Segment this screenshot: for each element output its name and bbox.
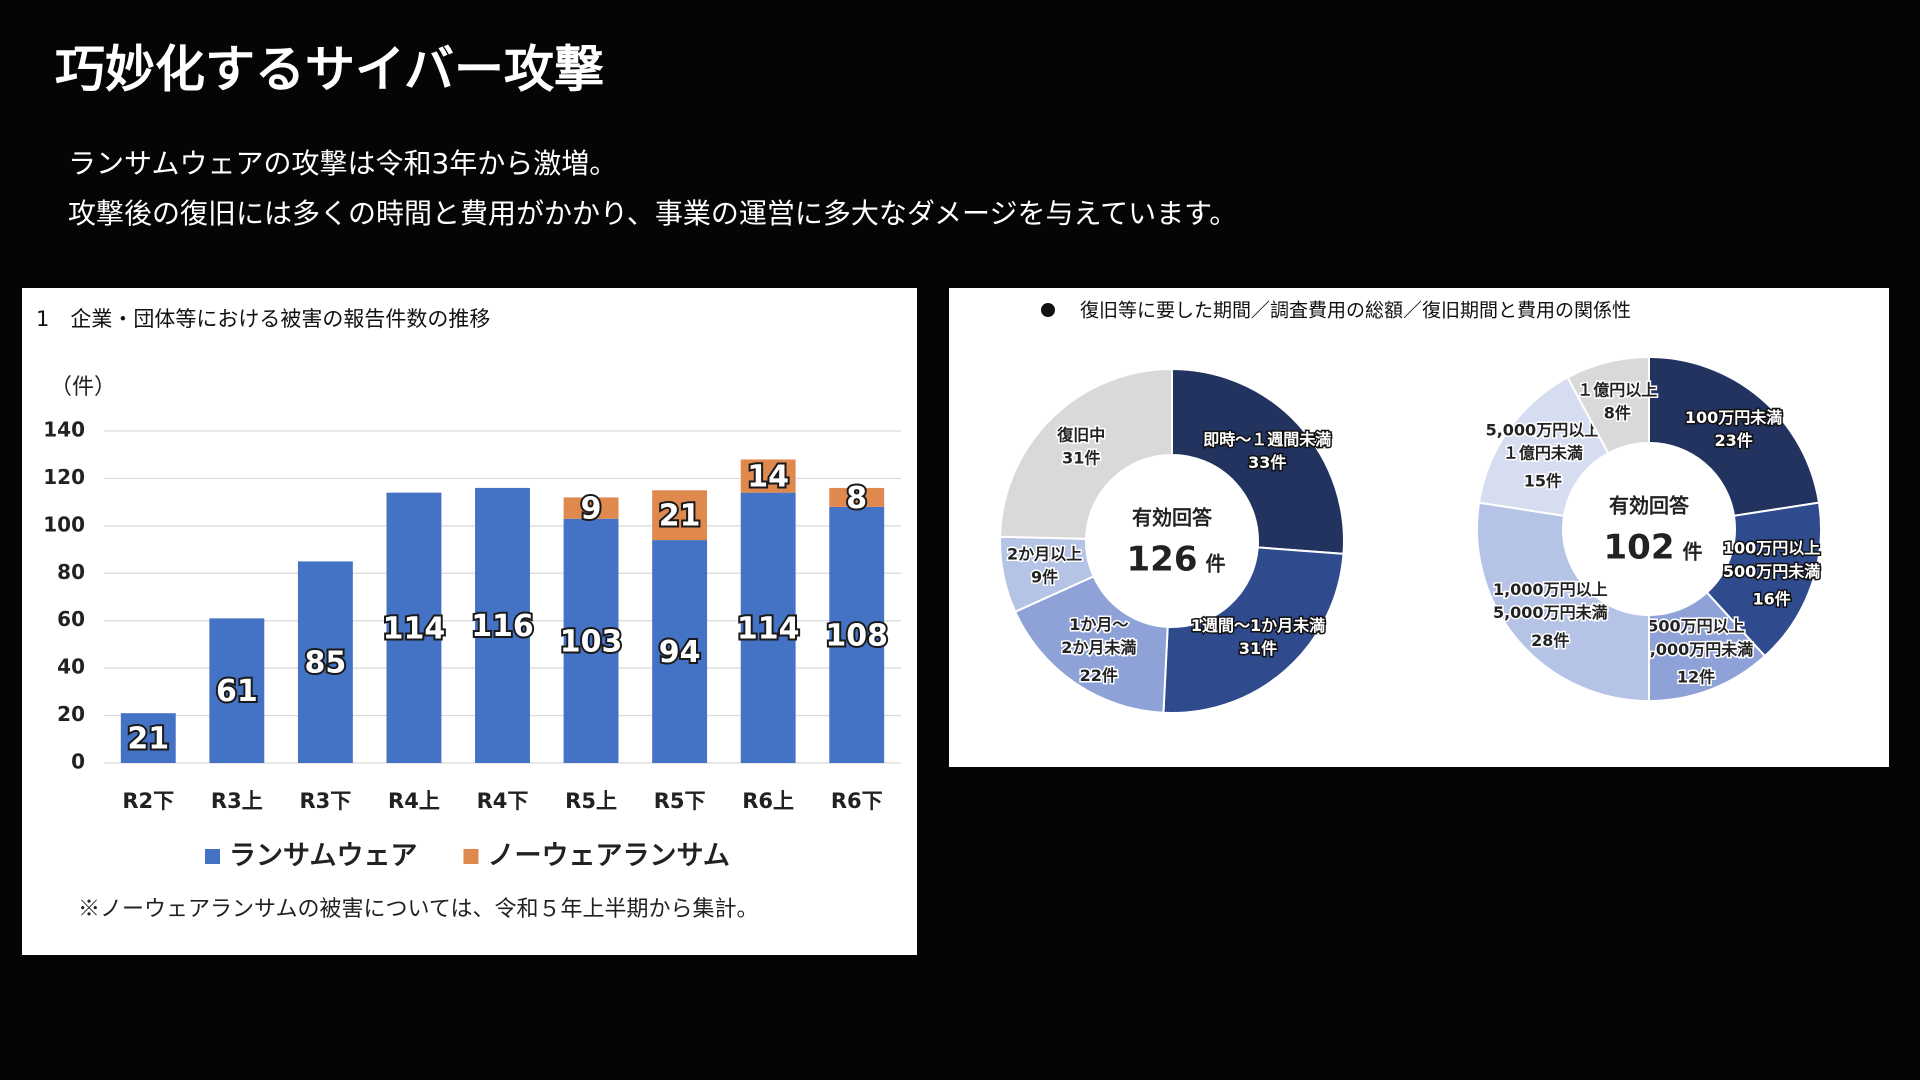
- slice-value: 23件: [1714, 431, 1752, 450]
- donut-slice: [1013, 575, 1169, 714]
- bar-segment: [740, 459, 796, 493]
- x-tick-label: R2下: [122, 789, 174, 813]
- chart-note: ※ノーウェアランサムの被害については、令和５年上半期から集計。: [78, 897, 758, 922]
- chart-title: 1 企業・団体等における被害の報告件数の推移: [36, 307, 490, 331]
- data-label: 114: [383, 611, 446, 646]
- donut-slice: [999, 367, 1173, 540]
- donut-slice: [1705, 501, 1822, 658]
- data-label: 103: [560, 624, 623, 659]
- slice-value: 31件: [1062, 448, 1100, 467]
- x-tick-label: R3下: [299, 789, 351, 813]
- slice-label: １億円以上: [1577, 380, 1657, 399]
- legend-swatch: [463, 849, 479, 864]
- bar-segment: [120, 713, 176, 763]
- center-total: 102: [1604, 528, 1675, 568]
- center-unit: 件: [1682, 540, 1702, 564]
- slice-value: 8件: [1604, 403, 1631, 422]
- center-label: 有効回答: [1609, 494, 1690, 518]
- center-unit: 件: [1205, 552, 1225, 576]
- bullet: [1041, 303, 1055, 317]
- y-tick-label: 20: [57, 702, 85, 726]
- center-total: 126: [1127, 540, 1198, 580]
- slice-value: 31件: [1239, 639, 1277, 658]
- data-label: 8: [846, 481, 867, 516]
- bar-segment: [563, 518, 619, 763]
- legend-label: ランサムウェア: [229, 841, 417, 872]
- bar-segment: [475, 487, 530, 763]
- x-tick-label: R3上: [211, 789, 263, 813]
- slice-label: 5,000万円以上１億円未満: [1486, 420, 1601, 462]
- y-tick-label: 100: [43, 512, 85, 536]
- slice-label: 100万円未満: [1685, 408, 1782, 427]
- bar-segment: [740, 492, 796, 763]
- data-label: 9: [581, 492, 602, 527]
- bar-segment: [652, 540, 708, 763]
- x-tick-label: R4下: [477, 789, 529, 813]
- bar-segment: [829, 487, 885, 507]
- data-label: 116: [471, 609, 534, 644]
- slice-value: 33件: [1248, 453, 1286, 472]
- y-tick-label: 80: [57, 560, 85, 584]
- donut-slice: [1566, 355, 1650, 455]
- slice-value: 28件: [1531, 631, 1569, 650]
- bar-segment: [563, 497, 619, 519]
- slide-title: 巧妙化するサイバー攻撃: [55, 41, 604, 99]
- data-label: 108: [825, 618, 888, 653]
- y-axis-label: （件）: [50, 375, 116, 400]
- bar-segment: [652, 490, 708, 541]
- donut-slice: [1648, 355, 1821, 517]
- bar-segment: [829, 506, 885, 763]
- donut-slice: [1162, 546, 1345, 714]
- bar-segment: [386, 492, 442, 763]
- lead-text: 攻撃後の復旧には多くの時間と費用がかかり、事業の運営に多大なダメージを与えていま…: [68, 197, 1237, 230]
- slice-value: 12件: [1677, 668, 1715, 687]
- slice-label: 1,000万円以上 5,000万円未満: [1493, 579, 1608, 621]
- slice-value: 9件: [1031, 567, 1058, 586]
- donut-slice: [1171, 367, 1345, 555]
- data-label: 114: [737, 611, 800, 646]
- y-tick-label: 40: [57, 655, 85, 679]
- center-label: 有効回答: [1132, 506, 1213, 530]
- data-label: 14: [747, 460, 789, 495]
- slice-label: 復旧中: [1056, 425, 1105, 444]
- y-tick-label: 140: [43, 418, 85, 442]
- slice-label: 即時～１週間未満: [1203, 430, 1331, 449]
- legend-swatch: [205, 849, 220, 864]
- panel-title: 復旧等に要した期間／調査費用の総額／復旧期間と費用の関係性: [1080, 300, 1631, 322]
- slice-label: 1週間～1か月未満: [1191, 616, 1325, 635]
- bar-segment: [297, 561, 353, 763]
- data-label: 61: [216, 674, 258, 709]
- slice-label: 1か月～ 2か月未満: [1061, 614, 1136, 656]
- data-label: 21: [127, 722, 169, 757]
- x-tick-label: R6上: [742, 789, 794, 813]
- slice-value: 22件: [1080, 666, 1118, 685]
- slice-value: 16件: [1752, 590, 1790, 609]
- lead-text: ランサムウェアの攻撃は令和3年から激増。: [68, 147, 617, 180]
- legend-label: ノーウェアランサム: [487, 841, 729, 872]
- x-tick-label: R5上: [565, 789, 617, 813]
- donut-slice: [1476, 501, 1650, 703]
- slice-label: 2か月以上: [1007, 544, 1082, 563]
- y-tick-label: 60: [57, 607, 85, 631]
- x-tick-label: R6下: [831, 789, 883, 813]
- slice-label: 100万円以上 500万円未満: [1723, 538, 1820, 580]
- x-tick-label: R5下: [654, 789, 706, 813]
- data-label: 94: [659, 635, 701, 670]
- slice-label: 500万円以上 1,000万円未満: [1639, 616, 1754, 658]
- x-tick-label: R4上: [388, 789, 440, 813]
- y-tick-label: 120: [43, 465, 85, 489]
- data-label: 85: [305, 646, 347, 681]
- bar-segment: [209, 618, 265, 763]
- slice-value: 15件: [1524, 471, 1562, 490]
- y-tick-label: 0: [71, 750, 85, 774]
- data-label: 21: [659, 499, 701, 534]
